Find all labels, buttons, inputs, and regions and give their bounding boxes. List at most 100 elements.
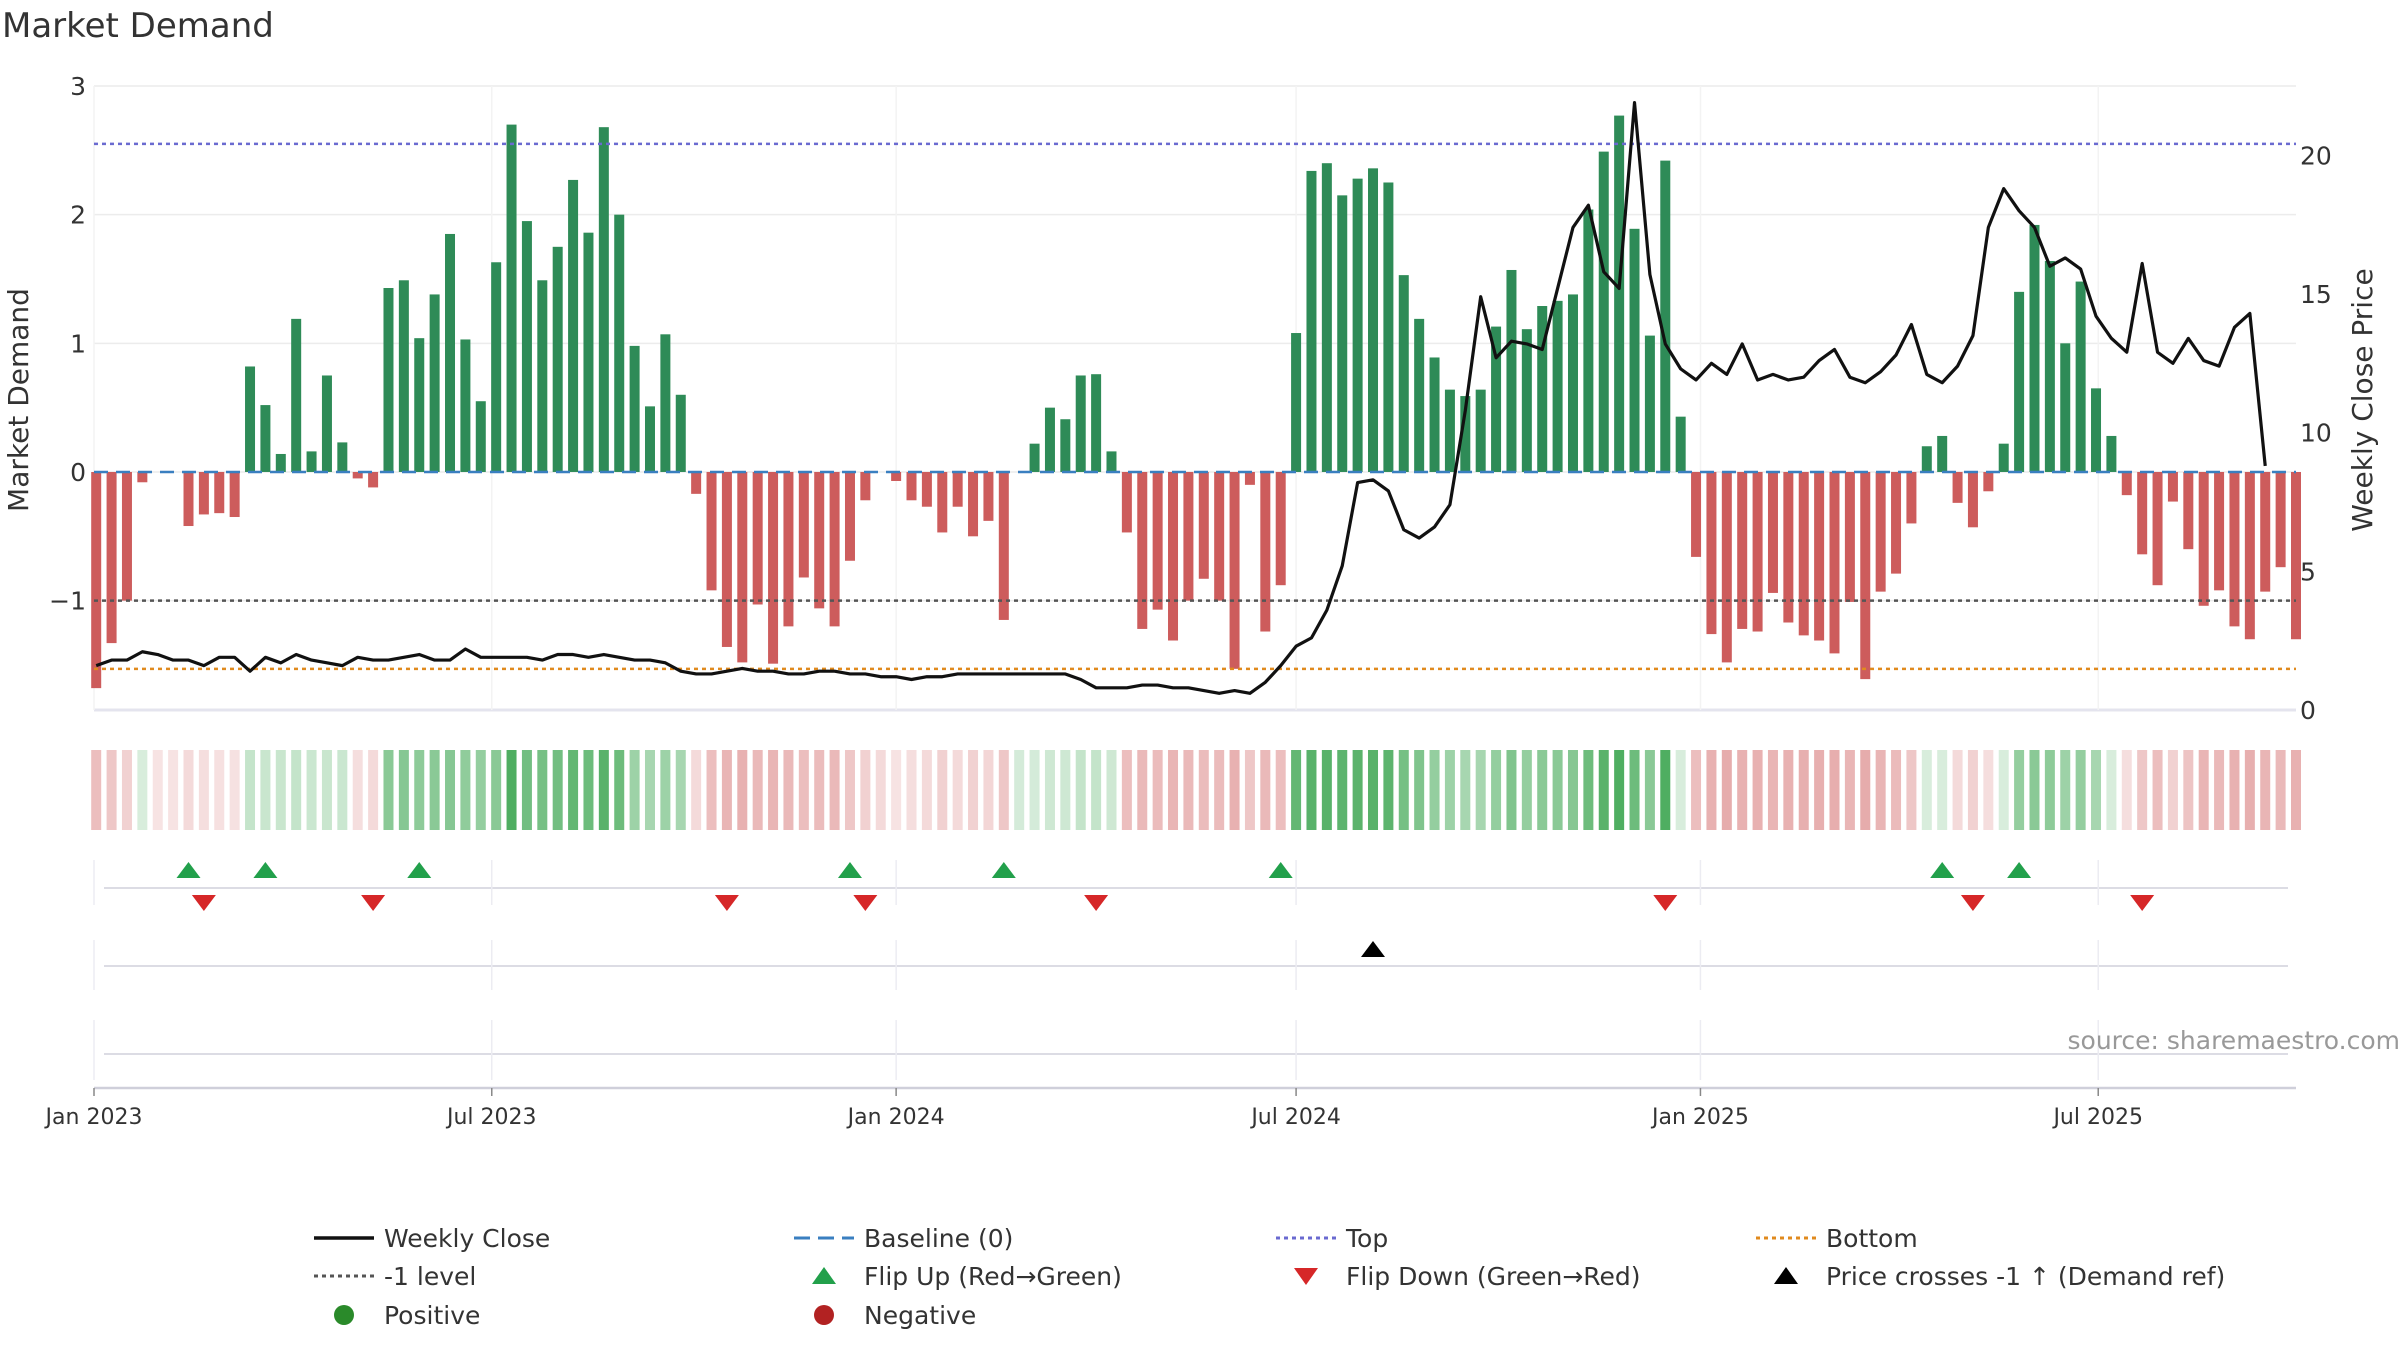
y-tick-label: −1 bbox=[49, 587, 86, 616]
x-tick-label: Jul 2023 bbox=[445, 1105, 537, 1130]
negative-demand-bar bbox=[2291, 471, 2301, 640]
positive-demand-bar bbox=[1660, 160, 1671, 472]
positive-demand-bar bbox=[398, 280, 409, 472]
negative-demand-bar bbox=[1814, 471, 1825, 641]
strip-cell bbox=[2060, 750, 2071, 830]
negative-demand-bar bbox=[106, 471, 117, 644]
positive-demand-bar bbox=[260, 405, 271, 472]
strip-cell bbox=[506, 750, 517, 830]
negative-demand-bar bbox=[1967, 471, 1978, 528]
negative-demand-bar bbox=[91, 471, 102, 689]
strip-cell bbox=[1044, 750, 1055, 830]
negative-demand-bar bbox=[1737, 471, 1748, 629]
strip-cell bbox=[475, 750, 486, 830]
positive-demand-bar bbox=[1075, 375, 1086, 472]
legend: Weekly Close Baseline (0) Top Bottom -1 leve… bbox=[314, 1224, 2225, 1330]
strip-cell bbox=[1983, 750, 1994, 830]
strip-cell bbox=[1429, 750, 1440, 830]
strip-cell bbox=[1644, 750, 1655, 830]
negative-demand-bar bbox=[691, 471, 702, 494]
negative-demand-bar bbox=[2244, 471, 2255, 640]
strip-cell bbox=[921, 750, 932, 830]
strip-cell bbox=[245, 750, 256, 830]
negative-demand-bar bbox=[2214, 471, 2225, 591]
strip-cell bbox=[844, 750, 855, 830]
weekly-close-path bbox=[95, 101, 2267, 695]
negative-demand-bar bbox=[1229, 471, 1240, 669]
positive-demand-bar bbox=[537, 280, 548, 472]
strip-cell bbox=[1475, 750, 1486, 830]
positive-demand-bar bbox=[2044, 260, 2055, 472]
demand-bars bbox=[91, 115, 2301, 689]
flip-down-marker bbox=[361, 895, 386, 911]
y-tick-label: 3 bbox=[70, 72, 86, 101]
negative-demand-bar bbox=[2198, 471, 2209, 606]
positive-demand-bar bbox=[1506, 269, 1517, 472]
negative-demand-bar bbox=[798, 471, 809, 578]
strip-cell bbox=[1106, 750, 1117, 830]
positive-demand-bar bbox=[1414, 318, 1425, 472]
strip-cell bbox=[737, 750, 748, 830]
positive-demand-bar bbox=[1614, 115, 1625, 472]
legend-label: Weekly Close bbox=[384, 1224, 550, 1253]
strip-cell bbox=[1783, 750, 1794, 830]
strip-cell bbox=[1952, 750, 1963, 830]
strip-cell bbox=[998, 750, 1009, 830]
strip-cell bbox=[1152, 750, 1163, 830]
strip-cell bbox=[398, 750, 409, 830]
negative-demand-bar bbox=[2275, 471, 2286, 568]
legend-swatch bbox=[812, 1267, 836, 1284]
strip-cell bbox=[1860, 750, 1871, 830]
strip-cell bbox=[1137, 750, 1148, 830]
strip-cell bbox=[2044, 750, 2055, 830]
negative-demand-bar bbox=[2260, 471, 2271, 592]
strip-cell bbox=[2152, 750, 2163, 830]
positive-demand-bar bbox=[414, 338, 425, 472]
positive-demand-bar bbox=[506, 124, 517, 472]
positive-demand-bar bbox=[1937, 435, 1948, 472]
strip-cell bbox=[1829, 750, 1840, 830]
strip-cell bbox=[2260, 750, 2271, 830]
positive-demand-bar bbox=[275, 453, 286, 472]
legend-label: -1 level bbox=[384, 1262, 476, 1291]
strip-cell bbox=[1675, 750, 1686, 830]
strip-cell bbox=[2183, 750, 2194, 830]
negative-demand-bar bbox=[1767, 471, 1778, 593]
positive-demand-bar bbox=[1537, 306, 1548, 472]
strip-cell bbox=[1321, 750, 1332, 830]
strip-cell bbox=[1383, 750, 1394, 830]
negative-demand-bar bbox=[952, 471, 963, 507]
strip-cell bbox=[721, 750, 732, 830]
strip-cell bbox=[1014, 750, 1025, 830]
strip-cell bbox=[275, 750, 286, 830]
positive-demand-bar bbox=[491, 262, 502, 472]
positive-demand-bar bbox=[383, 288, 394, 472]
strip-cell bbox=[1121, 750, 1132, 830]
legend-swatch bbox=[1774, 1267, 1798, 1284]
negative-demand-bar bbox=[1844, 471, 1855, 602]
strip-cell bbox=[829, 750, 840, 830]
strip-cell bbox=[1814, 750, 1825, 830]
y2-tick-label: 5 bbox=[2300, 557, 2316, 586]
strip-cell bbox=[1260, 750, 1271, 830]
strip-cell bbox=[1752, 750, 1763, 830]
positive-demand-bar bbox=[1598, 151, 1609, 472]
positive-demand-bar bbox=[583, 232, 594, 472]
negative-demand-bar bbox=[1168, 471, 1179, 641]
positive-demand-bar bbox=[521, 221, 532, 472]
positive-demand-bar bbox=[2075, 281, 2086, 472]
strip-cell bbox=[629, 750, 640, 830]
negative-demand-bar bbox=[1891, 471, 1902, 574]
negative-demand-bar bbox=[1198, 471, 1209, 579]
strip-cell bbox=[860, 750, 871, 830]
strip-cell bbox=[1075, 750, 1086, 830]
y2-tick-label: 10 bbox=[2300, 419, 2332, 448]
strip-cell bbox=[1337, 750, 1348, 830]
flip-up-marker bbox=[2007, 862, 2032, 878]
legend-label: Price crosses -1 ↑ (Demand ref) bbox=[1826, 1262, 2225, 1291]
x-tick-label: Jul 2024 bbox=[1249, 1105, 1341, 1130]
strip-cell bbox=[814, 750, 825, 830]
negative-demand-bar bbox=[2183, 471, 2194, 550]
negative-demand-bar bbox=[737, 471, 748, 663]
negative-demand-bar bbox=[2152, 471, 2163, 586]
